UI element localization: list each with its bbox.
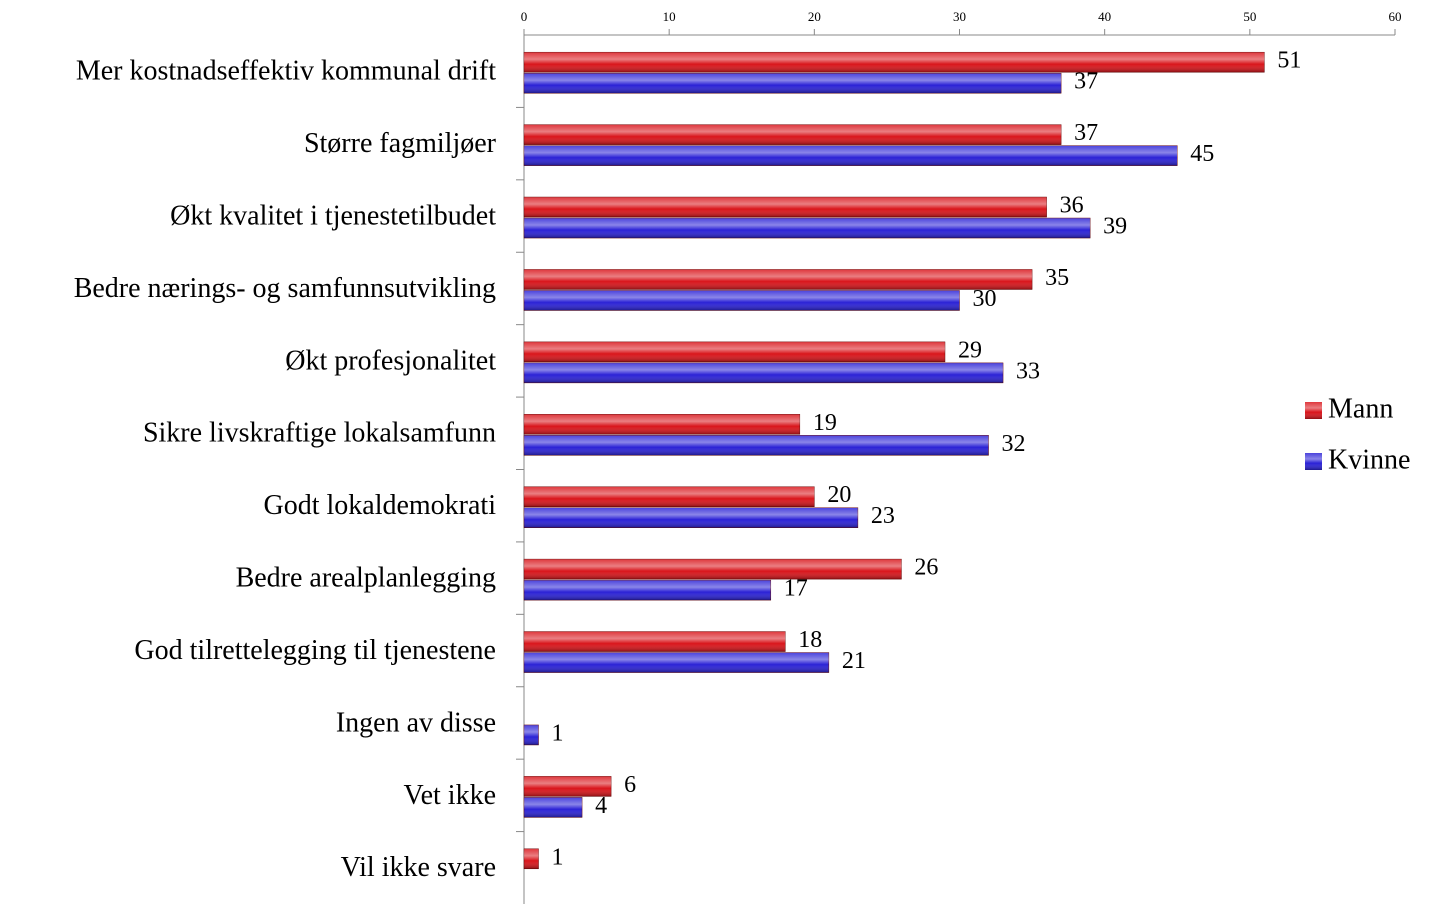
legend-label: Mann [1328,393,1393,424]
bar-shine [524,631,786,652]
bar-shine [524,362,1004,383]
data-label: 1 [552,844,564,870]
bar-shine [524,145,1178,166]
category-label: Større fagmiljøer [304,128,497,159]
bar-shine [524,435,989,456]
bar-shine [524,848,539,869]
data-label: 29 [958,337,982,363]
bar-shine [524,724,539,745]
bar-shine [524,776,612,797]
category-label: Godt lokaldemokrati [263,490,496,521]
data-label: 45 [1190,141,1214,167]
data-label: 21 [842,648,866,674]
category-label: Bedre arealplanlegging [236,563,496,594]
data-label: 18 [798,627,822,653]
bar-shine [524,652,829,673]
legend-swatch-shine [1305,402,1322,419]
data-label: 37 [1074,120,1098,146]
data-label: 36 [1060,193,1084,219]
data-label: 51 [1277,48,1301,74]
data-label: 17 [784,576,808,602]
bar-shine [524,559,902,580]
data-label: 26 [914,555,938,581]
legend-label: Kvinne [1328,444,1410,475]
x-tick-label: 20 [808,9,821,24]
bar-shine [524,290,960,311]
data-label: 33 [1016,358,1040,384]
bar-shine [524,797,583,818]
category-label: Mer kostnadseffektiv kommunal drift [76,56,496,87]
x-tick-label: 30 [953,9,966,24]
data-label: 20 [827,482,851,508]
legend-swatch-shine [1305,453,1322,470]
bar-shine [524,269,1033,290]
data-label: 6 [624,772,636,798]
bar-shine [524,218,1091,239]
data-label: 19 [813,410,837,436]
category-label: Økt kvalitet i tjenestetilbudet [170,200,496,231]
data-label: 35 [1045,265,1069,291]
bar-shine [524,52,1265,73]
category-label: Sikre livskraftige lokalsamfunn [143,418,496,449]
x-tick-label: 10 [663,9,676,24]
bar-shine [524,580,771,601]
bar-shine [524,507,858,528]
x-tick-label: 0 [521,9,528,24]
category-label: Bedre nærings- og samfunnsutvikling [74,273,496,304]
category-label: God tilrettelegging til tjenestene [134,635,496,666]
bar-shine [524,124,1062,145]
x-tick-label: 60 [1389,9,1402,24]
x-tick-label: 40 [1098,9,1111,24]
data-label: 1 [552,720,564,746]
x-tick-label: 50 [1243,9,1256,24]
bar-shine [524,341,945,362]
bar-shine [524,486,815,507]
category-label: Økt profesjonalitet [285,345,496,376]
bar-shine [524,414,800,435]
data-label: 39 [1103,214,1127,240]
bar-shine [524,73,1062,94]
bar-shine [524,197,1047,218]
data-label: 4 [595,793,607,819]
data-label: 32 [1002,431,1026,457]
category-label: Vet ikke [403,780,496,811]
data-label: 23 [871,503,895,529]
category-label: Vil ikke svare [341,852,496,883]
category-label: Ingen av disse [336,707,496,738]
data-label: 37 [1074,69,1098,95]
data-label: 30 [973,286,997,312]
